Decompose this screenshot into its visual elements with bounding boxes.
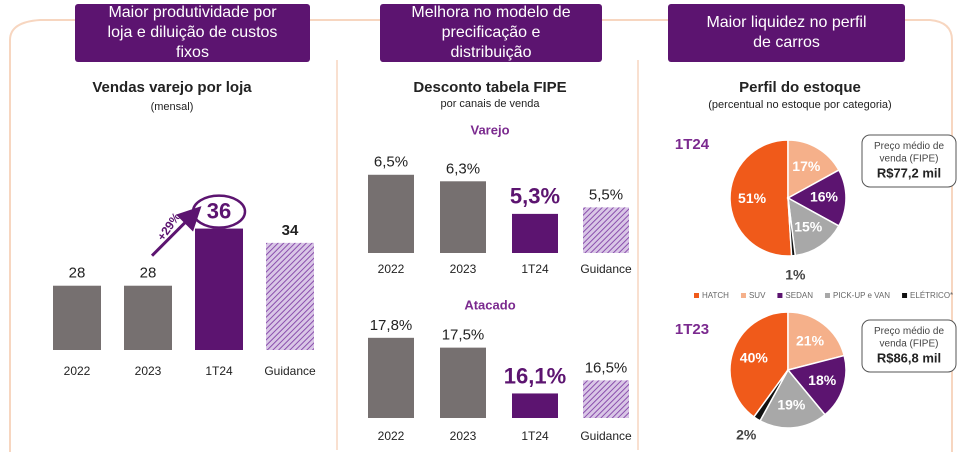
legend-swatch <box>740 293 746 298</box>
pie-slice <box>787 311 846 371</box>
chart-title: Perfil do estoque <box>739 79 861 96</box>
value-label: 17,8% <box>370 317 413 334</box>
slice-label: 17% <box>792 158 821 174</box>
value-label: 6,3% <box>446 160 480 177</box>
bar <box>583 207 629 253</box>
legend-label: PICK-UP e VAN <box>833 291 890 300</box>
pie-slice <box>752 369 789 422</box>
price-box-value: R$77,2 mil <box>877 165 941 180</box>
value-label: 5,5% <box>589 186 623 203</box>
value-label: 16,1% <box>504 363 566 388</box>
bar <box>583 380 629 418</box>
pie-label: 1T23 <box>675 321 709 338</box>
x-tick-label: 2022 <box>378 429 405 443</box>
slice-label: 18% <box>808 372 837 388</box>
value-label: 5,3% <box>510 184 560 209</box>
slice-label: 1% <box>785 266 806 282</box>
slice-label: 19% <box>777 397 806 413</box>
legend-swatch <box>777 293 783 298</box>
bar <box>440 181 486 253</box>
x-tick-label: 2023 <box>450 262 477 276</box>
value-label: 28 <box>140 265 157 282</box>
price-box <box>861 319 957 373</box>
bar <box>440 347 486 418</box>
bar <box>124 285 172 350</box>
chart-title: Vendas varejo por loja <box>92 79 252 96</box>
legend-label: SUV <box>749 291 766 300</box>
x-tick-label: 1T24 <box>205 364 233 378</box>
header-box <box>668 4 905 62</box>
value-label: 34 <box>282 222 299 239</box>
x-tick-label: Guidance <box>580 429 632 443</box>
header-text: Maior produtividade por loja e diluição d… <box>108 4 278 61</box>
x-tick-label: 1T24 <box>521 262 549 276</box>
value-label: 36 <box>207 198 231 223</box>
pie-slice <box>786 354 847 416</box>
pie-slice <box>786 169 847 227</box>
pie-slice <box>759 368 827 429</box>
slice-label: 21% <box>796 332 825 348</box>
price-box <box>861 134 957 188</box>
chart-subtitle: (percentual no estoque por categoria) <box>708 99 891 111</box>
pie-slice <box>787 196 840 257</box>
slice-label: 15% <box>794 218 823 234</box>
x-tick-label: 2023 <box>135 364 162 378</box>
legend-swatch <box>902 293 908 298</box>
price-box-title: Preço médio de venda (FIPE) <box>874 325 944 349</box>
legend-swatch <box>824 293 830 298</box>
bar <box>368 337 414 418</box>
bar <box>512 393 558 418</box>
legend-label: SEDAN <box>785 291 813 300</box>
legend-label: HATCH <box>702 291 729 300</box>
bar <box>195 228 243 350</box>
legend-swatch <box>694 293 699 298</box>
pie-slice <box>729 139 793 257</box>
panel-title: Atacado <box>464 297 515 312</box>
pie-label: 1T24 <box>675 136 710 153</box>
header-text: Maior liquidez no perfil de carros <box>706 14 866 51</box>
panel-title: Varejo <box>470 122 509 137</box>
pie-slice <box>787 197 797 257</box>
x-tick-label: 2022 <box>378 262 405 276</box>
growth-arrow <box>150 206 202 257</box>
header-box <box>75 4 310 62</box>
header-text: Melhora no modelo de precificação e distri… <box>411 4 570 61</box>
x-tick-label: 1T24 <box>521 429 549 443</box>
slice-label: 16% <box>810 189 839 205</box>
x-tick-label: Guidance <box>580 262 632 276</box>
legend-label: ELÉTRICO* <box>910 291 953 300</box>
chart-title: Desconto tabela FIPE <box>413 79 566 96</box>
slice-label: 40% <box>740 350 769 366</box>
x-tick-label: 2023 <box>450 429 477 443</box>
pie-slice <box>787 139 840 200</box>
value-label: 16,5% <box>585 359 628 376</box>
value-label: 17,5% <box>442 327 485 344</box>
slice-label: 51% <box>738 190 767 206</box>
bar <box>53 285 101 350</box>
chart-subtitle: (mensal) <box>151 101 194 113</box>
bar <box>266 242 314 350</box>
x-tick-label: 2022 <box>64 364 91 378</box>
price-box-title: Preço médio de venda (FIPE) <box>874 140 944 164</box>
pie-slice <box>729 311 789 418</box>
slice-label: 2% <box>736 427 757 443</box>
bar <box>512 213 558 253</box>
value-label: 28 <box>69 265 86 282</box>
header-box <box>380 4 602 62</box>
price-box-value: R$86,8 mil <box>877 350 941 365</box>
value-label: 6,5% <box>374 154 408 171</box>
x-tick-label: Guidance <box>264 364 316 378</box>
chart-subtitle: por canais de venda <box>440 98 540 110</box>
bar <box>368 174 414 253</box>
